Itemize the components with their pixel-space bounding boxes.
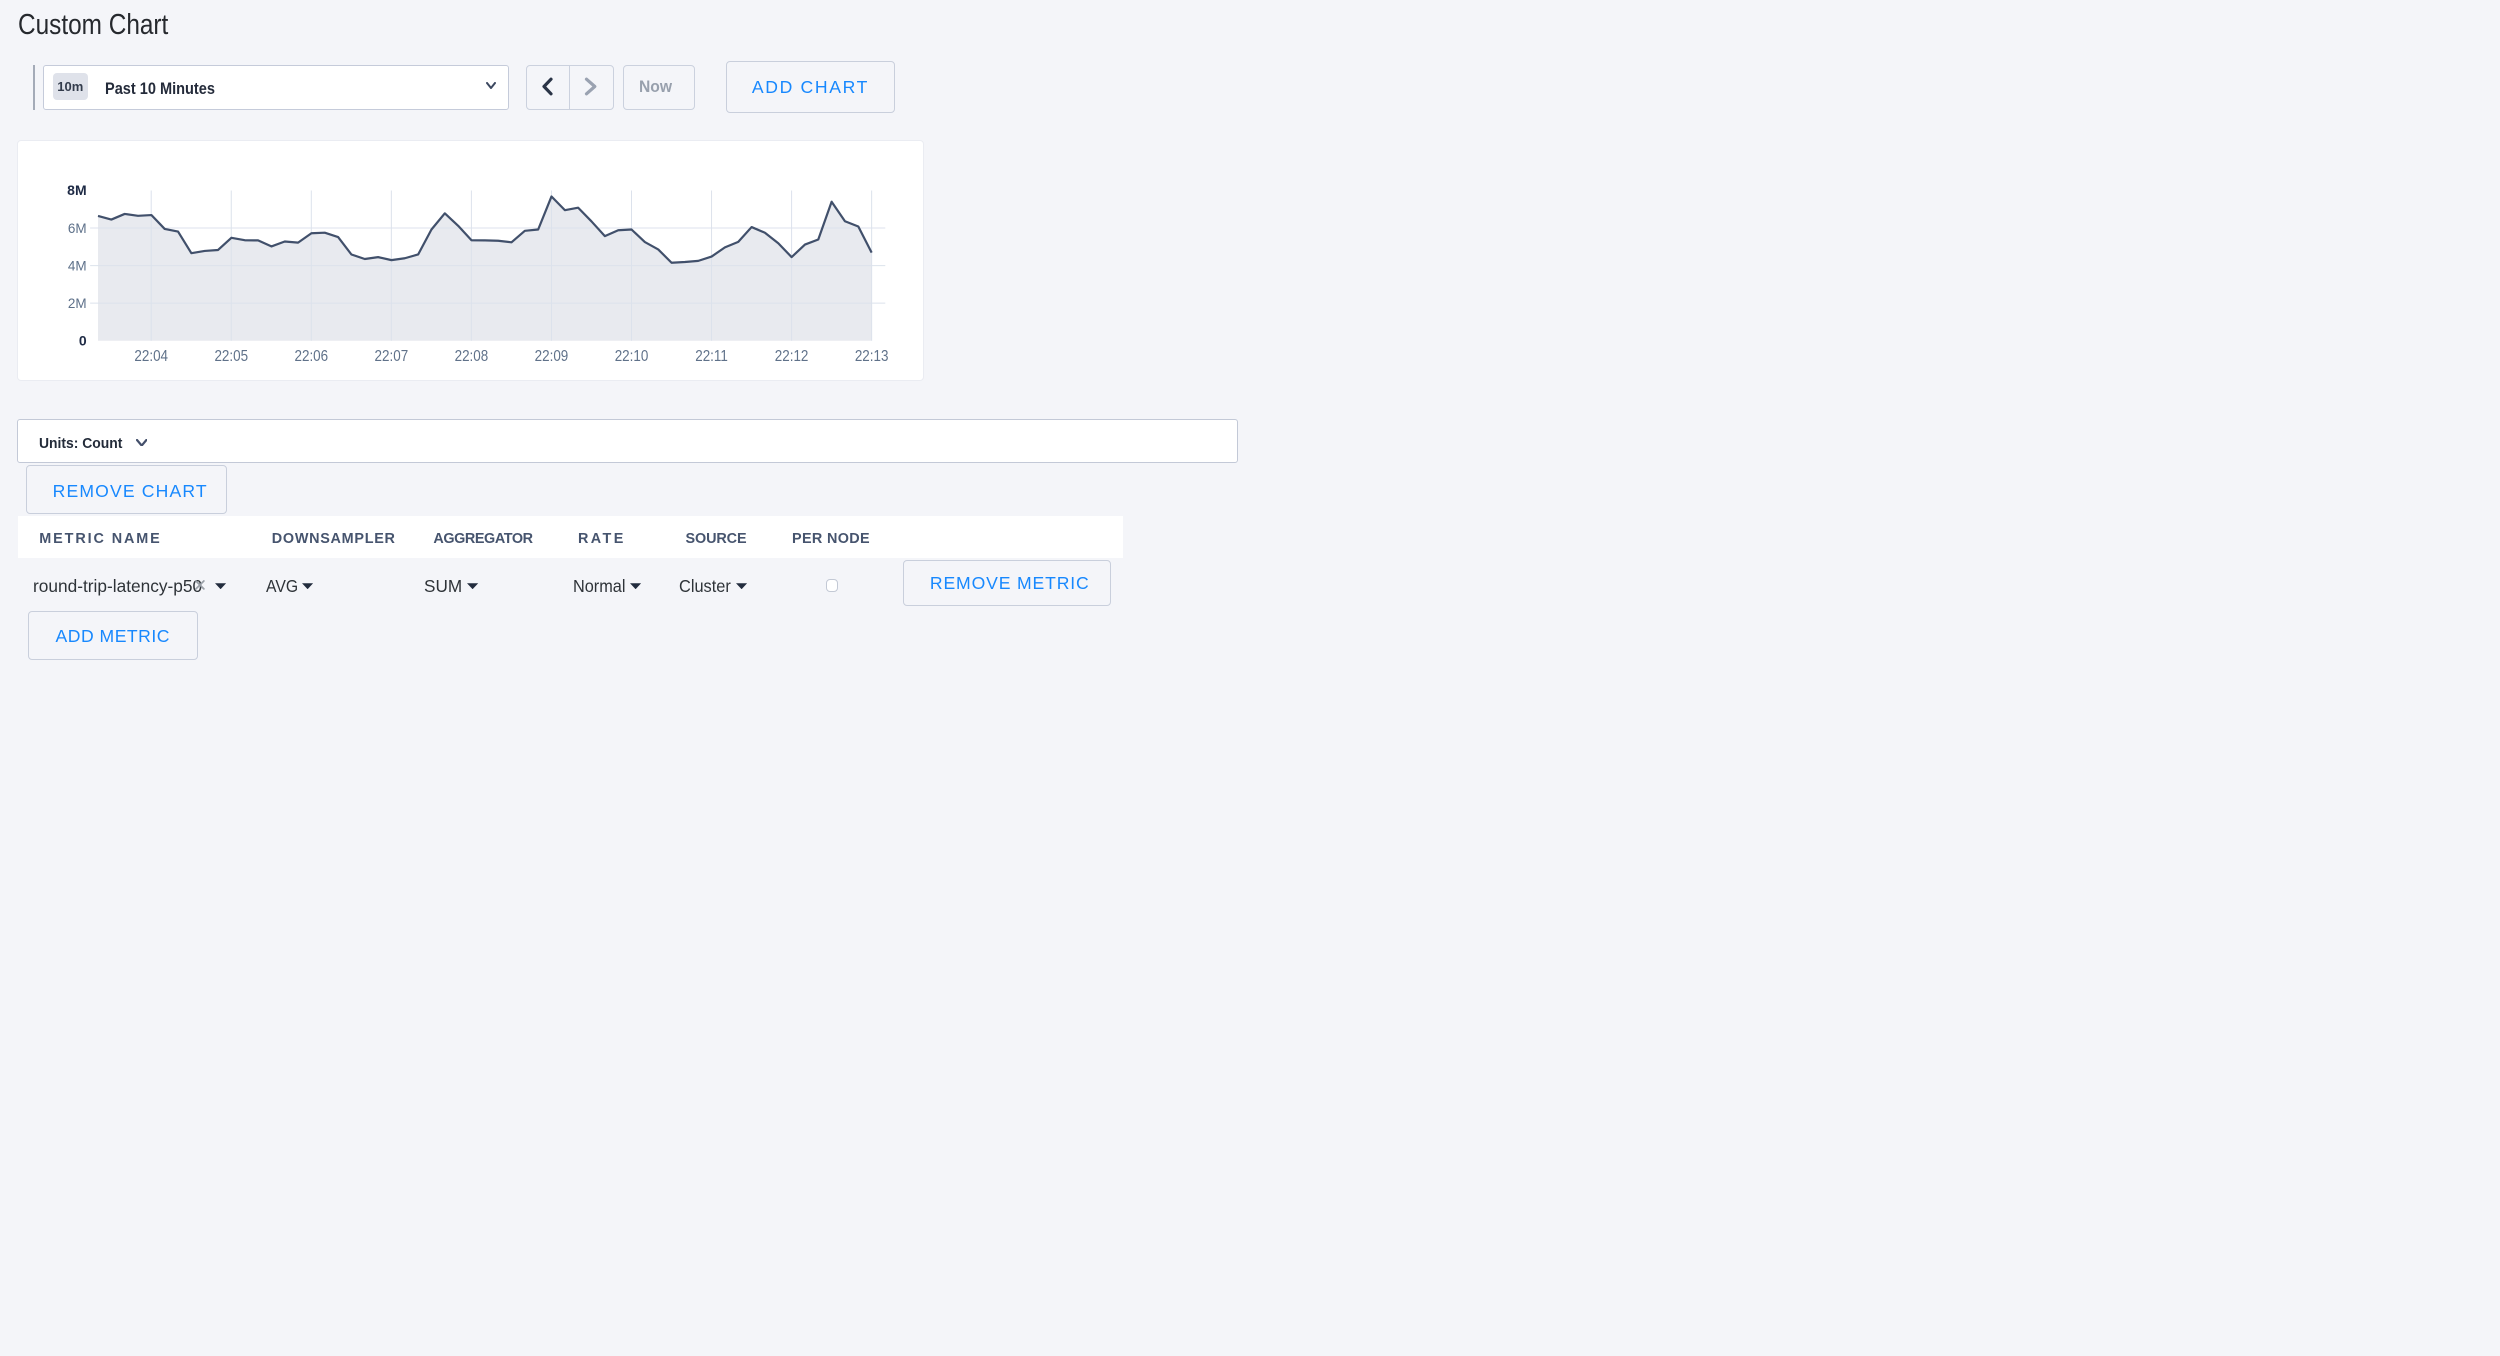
svg-text:22:09: 22:09 xyxy=(534,348,568,365)
svg-text:0: 0 xyxy=(78,333,86,349)
svg-text:4M: 4M xyxy=(67,259,86,274)
svg-text:8M: 8M xyxy=(67,183,86,199)
svg-text:22:12: 22:12 xyxy=(774,348,808,365)
svg-text:22:07: 22:07 xyxy=(374,348,408,365)
svg-text:22:11: 22:11 xyxy=(695,348,728,365)
svg-text:22:04: 22:04 xyxy=(134,348,168,365)
svg-text:6M: 6M xyxy=(67,221,86,236)
svg-text:22:05: 22:05 xyxy=(214,348,248,365)
svg-text:22:06: 22:06 xyxy=(294,348,328,365)
svg-text:22:08: 22:08 xyxy=(454,348,488,365)
svg-text:22:13: 22:13 xyxy=(854,348,888,365)
svg-text:22:10: 22:10 xyxy=(614,348,648,365)
svg-text:2M: 2M xyxy=(67,296,86,311)
